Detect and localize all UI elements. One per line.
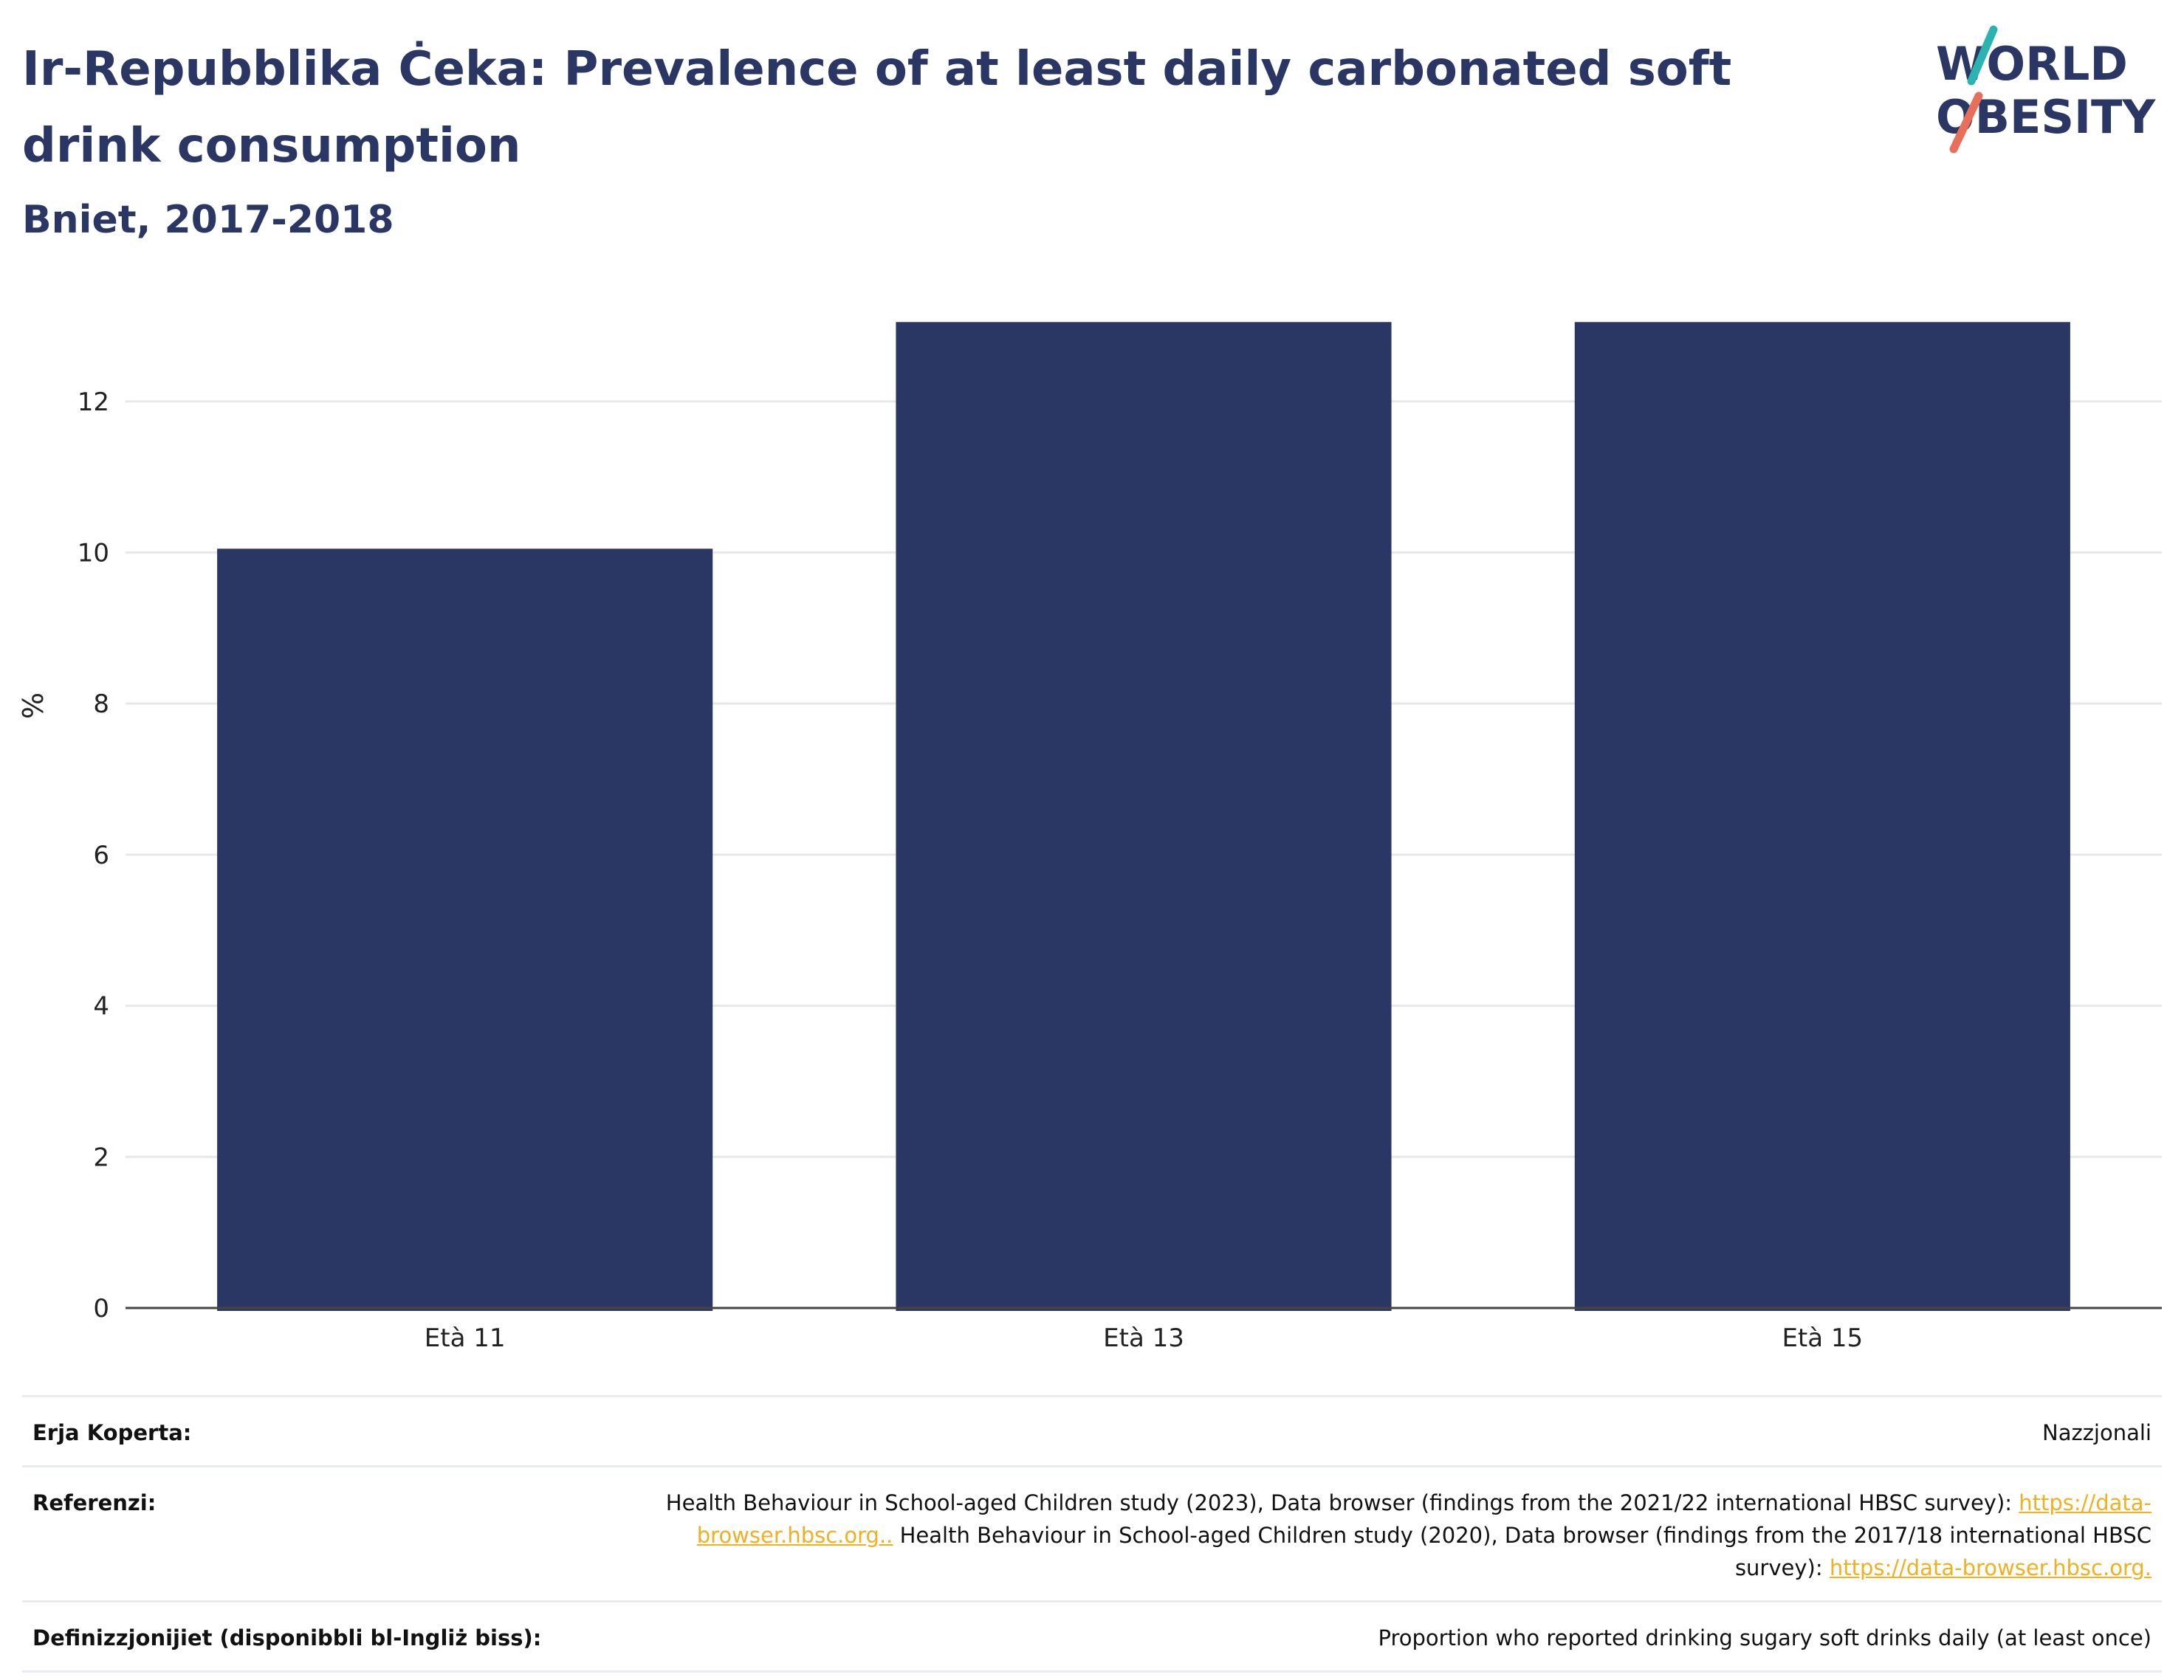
definitions-value: Proportion who reported drinking sugary …	[1378, 1625, 2152, 1650]
bar-chart: 0 2 4 6 8 10 12 Età 11 Età 13 Età 15 %	[17, 322, 2162, 1353]
bar[interactable]	[896, 322, 1392, 1311]
x-tick-label: Età 15	[1782, 1323, 1863, 1353]
y-tick-label: 2	[93, 1143, 109, 1172]
chart-subtitle: Bniet, 2017-2018	[22, 198, 394, 242]
y-tick-label: 4	[93, 992, 109, 1022]
reference-link-2[interactable]: https://data-browser.hbsc.org.	[1829, 1555, 2152, 1580]
logo-teal-slash	[1967, 25, 1998, 86]
references-row: Referenzi: Health Behaviour in School-ag…	[22, 1465, 2162, 1600]
logo-line1: WORLD	[1936, 37, 2128, 91]
y-tick-label: 12	[78, 388, 109, 417]
bar[interactable]	[1574, 322, 2070, 1311]
y-tick-label: 10	[78, 538, 109, 568]
y-tick-labels: 0 2 4 6 8 10 12	[78, 388, 109, 1323]
chart-title: Ir-Repubblika Ċeka: Prevalence of at lea…	[22, 42, 1732, 173]
x-tick-label: Età 13	[1103, 1323, 1184, 1353]
references-label: Referenzi:	[32, 1490, 157, 1515]
bar[interactable]	[217, 548, 713, 1311]
chart-footer: Erja Koperta: Nazzjonali Referenzi: Heal…	[22, 1395, 2162, 1673]
definitions-label: Definizzjonijiet (disponibbli bl-Ingliż …	[32, 1625, 542, 1650]
reference-text-1: Health Behaviour in School-aged Children…	[665, 1490, 2019, 1515]
coverage-label: Erja Koperta:	[32, 1420, 192, 1445]
logo-coral-slash	[1949, 92, 1983, 154]
reference-link-1[interactable]: https://data-browser.hbsc.org..	[696, 1490, 2152, 1548]
x-tick-label: Età 11	[425, 1323, 506, 1353]
coverage-value: Nazzjonali	[2042, 1420, 2152, 1445]
y-tick-label: 8	[93, 689, 109, 719]
references-value: Health Behaviour in School-aged Children…	[645, 1487, 2152, 1584]
world-obesity-logo: WORLD OBESITY	[1936, 25, 2156, 154]
y-axis-title: %	[17, 692, 49, 719]
coverage-row: Erja Koperta: Nazzjonali	[22, 1395, 2162, 1465]
x-tick-labels: Età 11 Età 13 Età 15	[425, 1323, 1863, 1353]
reference-text-2: Health Behaviour in School-aged Children…	[893, 1523, 2152, 1580]
y-tick-label: 6	[93, 841, 109, 870]
y-tick-label: 0	[93, 1294, 109, 1323]
bars	[217, 322, 2070, 1311]
definitions-row: Definizzjonijiet (disponibbli bl-Ingliż …	[22, 1600, 2162, 1673]
